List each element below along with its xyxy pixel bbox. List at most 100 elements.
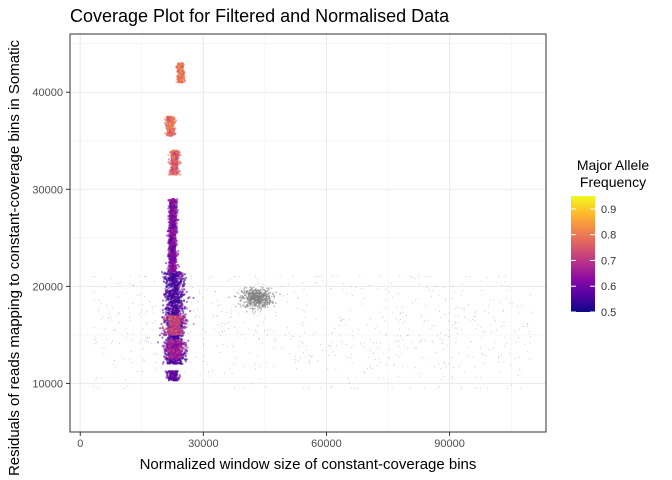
scatter-point <box>185 300 188 304</box>
scatter-point <box>148 337 151 339</box>
scatter-point <box>279 293 281 295</box>
scatter-point <box>236 291 239 294</box>
scatter-point <box>488 348 490 351</box>
scatter-point <box>463 309 465 311</box>
scatter-point <box>161 308 164 311</box>
scatter-point <box>207 375 209 377</box>
scatter-point <box>217 316 219 318</box>
scatter-point <box>182 337 184 340</box>
scatter-point <box>489 298 492 300</box>
scatter-point <box>234 276 236 278</box>
scatter-point <box>177 349 180 352</box>
scatter-point <box>441 343 443 345</box>
scatter-point <box>241 304 244 306</box>
scatter-point <box>164 296 167 299</box>
scatter-point <box>444 363 446 365</box>
scatter-point <box>184 348 187 351</box>
scatter-point <box>245 287 248 289</box>
scatter-point <box>273 339 275 341</box>
scatter-point <box>397 293 399 295</box>
scatter-point <box>222 343 224 346</box>
scatter-point <box>251 288 254 290</box>
scatter-point <box>256 306 259 308</box>
scatter-point <box>152 322 154 324</box>
scatter-point <box>378 276 380 278</box>
scatter-point <box>151 306 153 308</box>
scatter-point <box>176 293 180 296</box>
scatter-point <box>185 307 189 310</box>
scatter-point <box>395 354 397 356</box>
scatter-point <box>164 288 167 291</box>
scatter-point <box>166 288 169 291</box>
scatter-point <box>177 252 180 255</box>
scatter-point <box>332 276 334 278</box>
scatter-point <box>173 238 176 241</box>
scatter-point <box>114 328 116 331</box>
scatter-point <box>399 312 401 314</box>
scatter-point <box>93 276 96 278</box>
scatter-point <box>187 339 190 342</box>
scatter-point <box>367 367 369 369</box>
scatter-point <box>340 319 343 321</box>
scatter-point <box>268 301 271 303</box>
scatter-point <box>415 348 417 350</box>
scatter-point <box>183 278 187 282</box>
scatter-point <box>242 292 245 295</box>
scatter-point <box>170 234 174 237</box>
scatter-point <box>180 301 183 304</box>
scatter-point <box>460 329 462 331</box>
scatter-point <box>172 357 175 360</box>
scatter-point <box>270 287 273 289</box>
scatter-point <box>229 367 231 369</box>
scatter-point <box>433 325 435 327</box>
scatter-point <box>398 328 400 330</box>
scatter-point <box>372 352 375 354</box>
scatter-point <box>505 276 507 278</box>
scatter-point <box>168 307 171 310</box>
scatter-point <box>166 282 169 286</box>
chart-title: Coverage Plot for Filtered and Normalise… <box>70 6 450 26</box>
scatter-point <box>256 305 258 307</box>
scatter-point <box>504 345 506 347</box>
scatter-point <box>250 286 253 289</box>
scatter-point <box>518 337 520 339</box>
scatter-point <box>179 320 182 323</box>
scatter-point <box>254 304 256 307</box>
scatter-point <box>448 320 450 322</box>
scatter-point <box>267 330 269 332</box>
scatter-point <box>243 297 246 300</box>
scatter-point <box>502 310 504 312</box>
scatter-point <box>180 288 183 291</box>
scatter-point <box>424 319 426 321</box>
scatter-point <box>487 387 489 389</box>
scatter-point <box>115 367 117 369</box>
scatter-point <box>390 282 393 284</box>
scatter-point <box>180 280 183 283</box>
scatter-point <box>180 337 183 340</box>
scatter-point <box>160 332 163 335</box>
scatter-point <box>273 346 275 348</box>
scatter-point <box>181 278 184 281</box>
scatter-point <box>173 310 176 313</box>
scatter-point <box>168 278 171 281</box>
scatter-point <box>172 201 175 204</box>
scatter-point <box>169 203 172 206</box>
scatter-point <box>306 304 308 306</box>
scatter-point <box>379 342 381 345</box>
scatter-point <box>289 338 291 340</box>
scatter-point <box>181 285 184 288</box>
scatter-point <box>174 231 177 235</box>
scatter-point <box>211 302 213 304</box>
scatter-point <box>303 332 306 334</box>
scatter-point <box>165 376 168 380</box>
scatter-point <box>206 289 208 291</box>
scatter-point <box>466 346 468 348</box>
scatter-point <box>202 360 204 362</box>
scatter-point <box>443 348 445 350</box>
scatter-point <box>177 297 180 300</box>
scatter-point <box>260 294 263 297</box>
scatter-point <box>366 324 368 326</box>
scatter-point <box>429 276 431 278</box>
scatter-point <box>168 227 172 230</box>
scatter-point <box>174 331 177 334</box>
